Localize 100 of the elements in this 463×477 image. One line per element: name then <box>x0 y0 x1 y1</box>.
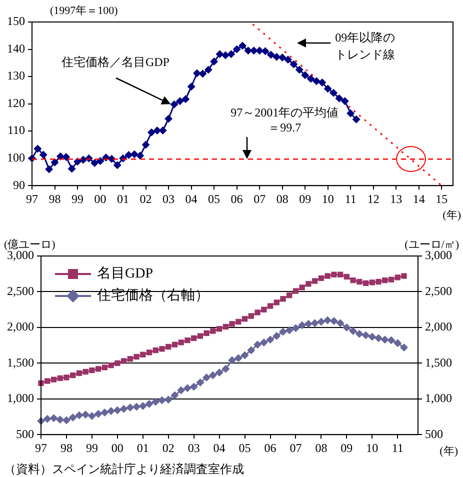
point <box>336 319 344 328</box>
point <box>298 321 306 330</box>
x-tick-label: 97 <box>26 192 38 206</box>
point <box>274 300 280 306</box>
y-tick-label: 2,000 <box>7 320 34 334</box>
text: 09年以降のトレンド線 <box>335 30 396 62</box>
x-tick-label: 04 <box>213 440 226 455</box>
point <box>342 323 351 332</box>
point <box>401 273 407 279</box>
point <box>312 77 320 86</box>
point <box>349 327 358 336</box>
point <box>254 340 262 349</box>
point <box>191 335 197 341</box>
y2-tick-label: 2,500 <box>425 284 452 298</box>
point <box>350 277 356 284</box>
x-tick-label: 09 <box>299 192 312 206</box>
point <box>295 66 304 74</box>
point <box>64 374 70 380</box>
point <box>335 94 344 102</box>
point <box>330 88 338 97</box>
ref-line-label: 97～2001年の平均値＝99.7 <box>230 105 339 134</box>
point <box>216 326 222 332</box>
point <box>132 402 141 411</box>
point <box>382 277 388 284</box>
point <box>362 280 369 286</box>
point <box>318 78 326 87</box>
point <box>344 274 350 280</box>
point <box>337 272 344 278</box>
y-tick-label: 130 <box>7 68 25 83</box>
point <box>176 97 184 106</box>
point <box>352 115 360 124</box>
point <box>95 366 102 372</box>
x-tick-label: 11 <box>392 440 404 455</box>
point <box>306 74 315 83</box>
point <box>146 350 152 356</box>
point <box>400 343 408 352</box>
y2-tick-label: 3,000 <box>425 248 452 262</box>
point <box>312 278 318 284</box>
point <box>248 313 254 319</box>
point <box>290 60 298 68</box>
point <box>76 370 82 376</box>
point <box>136 152 144 160</box>
point <box>306 281 312 287</box>
y-axis-title: (1997年＝100) <box>50 5 118 17</box>
point <box>100 408 109 416</box>
point <box>267 303 274 309</box>
point <box>177 386 186 394</box>
point <box>380 336 389 344</box>
point <box>254 310 260 316</box>
x-tick-label: 00 <box>94 192 106 206</box>
point <box>266 336 274 344</box>
point <box>166 344 172 350</box>
point <box>292 324 300 332</box>
point <box>198 70 207 78</box>
x-axis-title: (年) <box>440 446 458 458</box>
point <box>208 371 217 380</box>
y-axis-title: (億ユーロ) <box>4 238 56 251</box>
point <box>164 396 172 404</box>
point <box>107 407 116 416</box>
point <box>284 56 292 64</box>
y-tick-label: 120 <box>7 96 25 110</box>
point <box>222 364 230 373</box>
point <box>152 347 158 354</box>
point <box>278 53 286 62</box>
x-tick-label: 01 <box>136 440 149 455</box>
point <box>82 410 90 419</box>
x-tick-label: 99 <box>72 192 84 206</box>
x-tick-label: 03 <box>188 440 200 455</box>
point <box>222 324 229 330</box>
point <box>369 280 375 286</box>
point <box>216 50 224 58</box>
point <box>108 362 114 368</box>
x-tick-label: 99 <box>86 440 98 455</box>
series-label: 住宅価格／名目GDP <box>60 55 170 70</box>
y-tick-label: 150 <box>7 14 25 28</box>
point <box>57 375 63 381</box>
x-tick-label: 08 <box>315 440 328 455</box>
point <box>324 84 332 93</box>
point <box>114 360 120 366</box>
point <box>187 82 196 91</box>
point <box>50 414 58 422</box>
point <box>178 340 184 346</box>
point <box>145 400 154 408</box>
point <box>272 52 281 61</box>
y-tick-label: 100 <box>7 150 25 164</box>
point <box>280 296 286 302</box>
y2-axis-title: (ユーロ/㎡) <box>404 239 460 251</box>
point <box>340 97 349 106</box>
point <box>192 69 201 78</box>
point <box>228 356 236 364</box>
point <box>374 334 383 342</box>
y2-tick-label: 1,500 <box>425 355 452 370</box>
point <box>126 403 134 412</box>
point <box>158 396 166 404</box>
point <box>120 358 127 364</box>
point <box>39 150 48 159</box>
point <box>368 332 376 341</box>
point <box>45 165 54 174</box>
point <box>82 368 88 375</box>
point <box>90 158 99 167</box>
